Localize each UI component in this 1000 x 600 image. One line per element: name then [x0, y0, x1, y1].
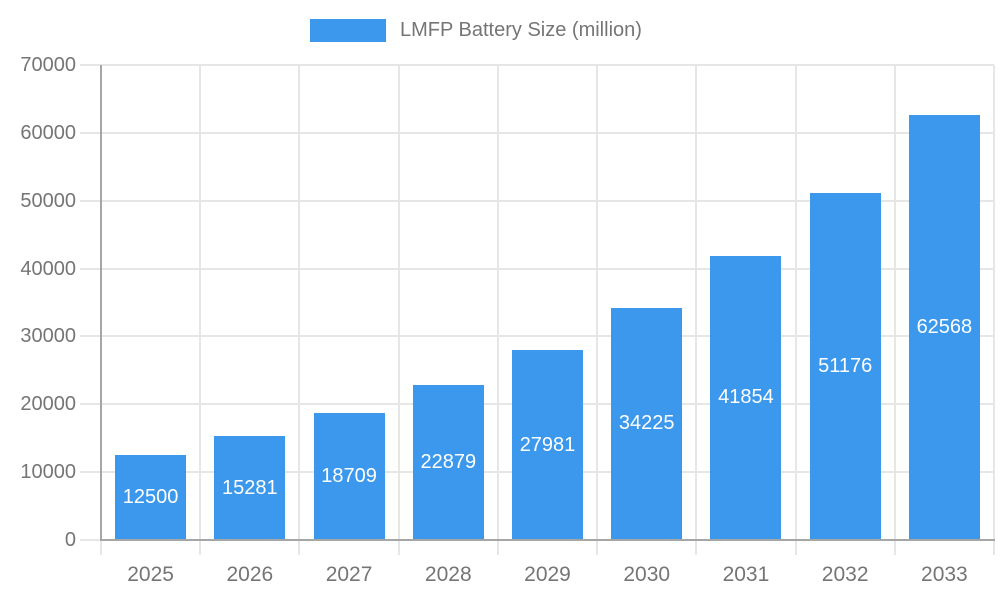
legend: LMFP Battery Size (million) — [310, 19, 642, 42]
bar-value-label: 12500 — [122, 486, 179, 509]
bar-value-label: 15281 — [222, 476, 278, 499]
x-axis-label: 2027 — [325, 563, 373, 586]
bar-value-label: 34225 — [618, 412, 675, 435]
y-axis-tick — [80, 199, 101, 202]
y-axis-label: 40000 — [20, 257, 76, 280]
x-gridline — [596, 65, 599, 540]
y-axis-label: 20000 — [20, 393, 76, 416]
x-gridline — [695, 65, 698, 540]
x-axis-label: 2032 — [821, 563, 869, 586]
x-gridline — [893, 65, 896, 540]
x-axis-label: 2029 — [524, 563, 571, 586]
x-gridline — [199, 65, 202, 540]
bar[interactable]: 41854 — [710, 255, 782, 540]
x-axis-label: 2026 — [226, 563, 274, 586]
y-axis-tick — [80, 403, 101, 406]
x-gridline — [298, 65, 301, 540]
x-axis-tick — [100, 540, 102, 555]
y-gridline — [101, 64, 994, 66]
bar-value-label: 51176 — [818, 354, 873, 377]
y-axis-label: 0 — [64, 529, 76, 551]
y-axis-tick — [80, 64, 101, 66]
y-axis-label: 30000 — [20, 325, 76, 348]
y-gridline — [101, 199, 994, 202]
y-axis-tick — [80, 335, 101, 338]
x-gridline — [794, 65, 797, 540]
x-axis-line — [100, 539, 995, 541]
y-axis-label: 50000 — [20, 189, 76, 212]
y-axis-label: 60000 — [20, 121, 76, 144]
x-gridline — [397, 65, 400, 540]
x-axis-tick — [695, 540, 698, 555]
x-axis-label: 2028 — [424, 563, 472, 586]
x-axis-tick — [893, 540, 896, 555]
x-axis-tick — [199, 540, 202, 555]
y-axis-label: 70000 — [20, 54, 76, 76]
bar-value-label: 62568 — [916, 316, 973, 339]
y-gridline — [101, 131, 994, 134]
y-axis-line — [100, 65, 102, 541]
x-gridline — [993, 65, 995, 540]
bar-value-label: 41854 — [718, 386, 774, 409]
y-axis-tick — [80, 471, 101, 474]
y-axis-label: 10000 — [20, 461, 76, 484]
x-axis-label: 2031 — [722, 563, 770, 586]
bar[interactable]: 62568 — [908, 115, 980, 540]
x-axis-tick — [397, 540, 400, 555]
bar[interactable]: 51176 — [809, 192, 881, 540]
y-gridline — [101, 267, 994, 270]
bar-value-label: 22879 — [420, 450, 477, 473]
x-axis-label: 2030 — [623, 563, 671, 586]
x-axis-tick — [298, 540, 301, 555]
y-axis-tick — [80, 267, 101, 270]
x-axis-tick — [596, 540, 599, 555]
bar[interactable]: 12500 — [115, 455, 187, 540]
x-axis-tick — [496, 540, 499, 555]
bar[interactable]: 27981 — [512, 350, 583, 540]
y-gridline — [101, 335, 994, 338]
bar-value-label: 18709 — [321, 465, 377, 487]
bar-value-label: 27981 — [519, 433, 576, 456]
x-axis-tick — [794, 540, 797, 555]
x-axis-tick — [993, 540, 995, 555]
x-gridline — [496, 65, 499, 540]
x-axis-label: 2033 — [921, 563, 968, 586]
legend-label: LMFP Battery Size (million) — [400, 19, 642, 41]
legend-swatch — [310, 19, 386, 42]
y-axis-tick — [80, 539, 101, 541]
bar[interactable]: 18709 — [313, 413, 385, 540]
bar[interactable]: 22879 — [412, 384, 484, 540]
bar[interactable]: 34225 — [611, 307, 683, 540]
x-axis-label: 2025 — [127, 563, 174, 586]
bar[interactable]: 15281 — [214, 436, 286, 540]
y-axis-tick — [80, 131, 101, 134]
